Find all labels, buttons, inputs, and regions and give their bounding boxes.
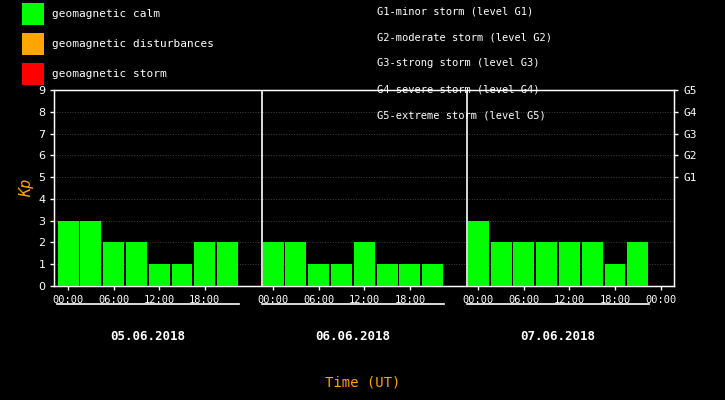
Text: 07.06.2018: 07.06.2018 [521,330,595,343]
Bar [399,264,420,286]
Bar [308,264,329,286]
Bar [149,264,170,286]
Text: G5-extreme storm (level G5): G5-extreme storm (level G5) [377,110,546,120]
Bar [354,242,375,286]
Bar [376,264,397,286]
Bar [513,242,534,286]
Text: 06.06.2018: 06.06.2018 [315,330,391,343]
Bar [581,242,602,286]
Bar [217,242,238,286]
Bar [172,264,192,286]
Bar [331,264,352,286]
Bar [80,221,102,286]
Bar [468,221,489,286]
Bar [605,264,626,286]
Bar [422,264,443,286]
Text: Time (UT): Time (UT) [325,376,400,390]
Bar [627,242,648,286]
Text: geomagnetic storm: geomagnetic storm [52,69,167,79]
Text: geomagnetic calm: geomagnetic calm [52,9,160,19]
Bar [57,221,78,286]
Text: G3-strong storm (level G3): G3-strong storm (level G3) [377,58,539,68]
Text: geomagnetic disturbances: geomagnetic disturbances [52,39,214,49]
Bar [262,242,283,286]
Bar [194,242,215,286]
Text: G4-severe storm (level G4): G4-severe storm (level G4) [377,84,539,94]
Bar [536,242,557,286]
Bar [559,242,580,286]
Text: G2-moderate storm (level G2): G2-moderate storm (level G2) [377,32,552,42]
Bar [491,242,512,286]
Bar [286,242,307,286]
Bar [126,242,147,286]
Bar [103,242,124,286]
Text: G1-minor storm (level G1): G1-minor storm (level G1) [377,6,534,16]
Text: 05.06.2018: 05.06.2018 [110,330,186,343]
Y-axis label: Kp: Kp [19,179,34,197]
